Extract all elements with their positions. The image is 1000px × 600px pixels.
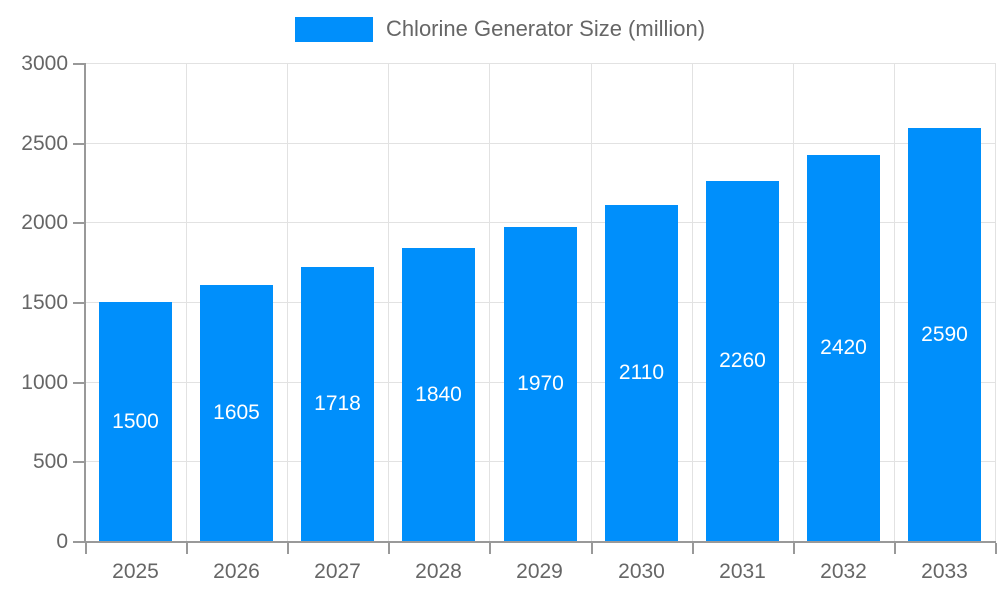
x-axis-label: 2028 <box>415 560 462 583</box>
x-gridline <box>995 63 996 541</box>
x-axis-label: 2032 <box>820 560 867 583</box>
y-axis-label: 0 <box>56 530 68 553</box>
x-axis-label: 2030 <box>618 560 665 583</box>
bar[interactable]: 1970 <box>504 227 577 541</box>
y-axis-label: 2500 <box>21 132 68 155</box>
x-tick <box>489 543 491 554</box>
x-tick <box>388 543 390 554</box>
bar-value-label: 1500 <box>112 409 159 433</box>
x-tick <box>85 543 87 554</box>
x-tick <box>591 543 593 554</box>
x-axis-label: 2029 <box>516 560 563 583</box>
y-tick <box>73 461 85 463</box>
x-tick <box>894 543 896 554</box>
bar-value-label: 2420 <box>820 336 867 359</box>
y-gridline <box>85 63 995 64</box>
y-axis-label: 1500 <box>21 291 68 314</box>
bar-value-label: 2590 <box>921 322 968 346</box>
x-gridline <box>489 63 490 541</box>
bar[interactable]: 1840 <box>402 248 475 541</box>
legend[interactable]: Chlorine Generator Size (million) <box>0 16 1000 42</box>
bar[interactable]: 1718 <box>301 267 374 541</box>
x-axis-label: 2025 <box>112 560 159 583</box>
y-tick <box>73 222 85 224</box>
legend-label: Chlorine Generator Size (million) <box>385 16 706 41</box>
x-tick <box>692 543 694 554</box>
bar[interactable]: 2260 <box>706 181 779 541</box>
y-gridline <box>85 143 995 144</box>
x-axis-label: 2033 <box>921 560 968 583</box>
legend-swatch-icon <box>294 16 373 42</box>
bar-value-label: 1605 <box>213 401 260 424</box>
y-tick <box>73 143 85 145</box>
bar-value-label: 2260 <box>719 349 766 372</box>
bar-value-label: 1840 <box>415 382 462 406</box>
x-gridline <box>287 63 288 541</box>
x-tick <box>995 543 997 554</box>
x-gridline <box>894 63 895 541</box>
y-axis-label: 500 <box>32 450 68 473</box>
bar[interactable]: 2590 <box>908 128 981 541</box>
bar[interactable]: 1500 <box>99 302 172 541</box>
x-axis-line <box>84 541 996 543</box>
y-axis-label: 2000 <box>21 211 68 234</box>
y-axis-label: 1000 <box>21 371 68 394</box>
x-gridline <box>591 63 592 541</box>
bar[interactable]: 2420 <box>807 155 880 541</box>
x-tick <box>793 543 795 554</box>
y-tick <box>73 63 85 65</box>
bar-value-label: 1718 <box>314 392 361 415</box>
x-gridline <box>692 63 693 541</box>
y-axis-line <box>84 63 86 543</box>
x-tick <box>287 543 289 554</box>
x-axis-label: 2026 <box>213 560 260 583</box>
y-axis-label: 3000 <box>21 52 68 75</box>
bar[interactable]: 2110 <box>605 205 678 541</box>
y-tick <box>73 541 85 543</box>
y-tick <box>73 302 85 304</box>
bar[interactable]: 1605 <box>200 285 273 541</box>
y-gridline <box>85 222 995 223</box>
x-gridline <box>388 63 389 541</box>
x-axis-label: 2031 <box>719 560 766 583</box>
x-gridline <box>186 63 187 541</box>
bar-value-label: 2110 <box>618 361 665 384</box>
x-gridline <box>793 63 794 541</box>
y-tick <box>73 382 85 384</box>
x-axis-label: 2027 <box>314 560 361 583</box>
x-tick <box>186 543 188 554</box>
bar-value-label: 1970 <box>517 372 564 395</box>
